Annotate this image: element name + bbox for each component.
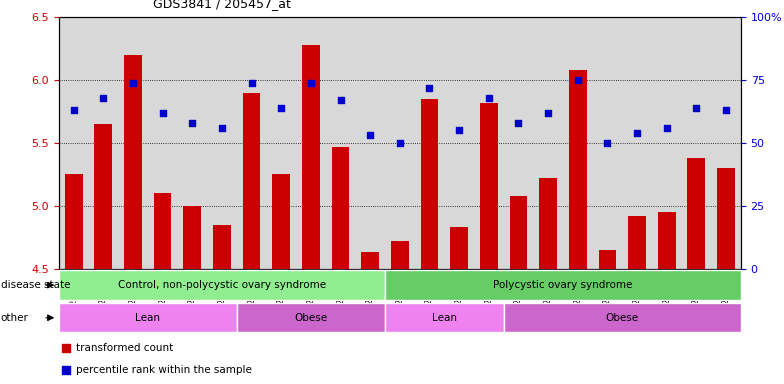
Point: [423, 84, 436, 91]
Point: [216, 125, 228, 131]
Bar: [688, 158, 706, 269]
Bar: [118, 17, 147, 269]
Bar: [628, 216, 646, 269]
Bar: [385, 17, 415, 269]
Bar: [385, 303, 503, 333]
Bar: [391, 241, 408, 269]
Bar: [717, 168, 735, 269]
Point: [394, 140, 406, 146]
Bar: [593, 17, 622, 269]
Bar: [533, 17, 563, 269]
Point: [334, 97, 347, 103]
Bar: [355, 17, 385, 269]
Bar: [325, 17, 355, 269]
Point: [305, 79, 318, 86]
Point: [660, 125, 673, 131]
Bar: [563, 17, 593, 269]
Point: [60, 367, 72, 373]
Bar: [681, 17, 711, 269]
Bar: [474, 17, 503, 269]
Bar: [450, 227, 468, 269]
Point: [482, 95, 495, 101]
Bar: [59, 17, 89, 269]
Bar: [237, 17, 267, 269]
Bar: [598, 250, 616, 269]
Point: [156, 110, 169, 116]
Text: disease state: disease state: [1, 280, 71, 290]
Bar: [154, 194, 172, 269]
Bar: [415, 17, 445, 269]
Text: other: other: [1, 313, 29, 323]
Text: Lean: Lean: [432, 313, 457, 323]
Point: [97, 95, 110, 101]
Bar: [94, 124, 112, 269]
Bar: [207, 17, 237, 269]
Bar: [89, 17, 118, 269]
Bar: [652, 17, 681, 269]
Point: [453, 127, 466, 134]
Bar: [59, 270, 385, 300]
Text: Obese: Obese: [294, 313, 328, 323]
Text: Control, non-polycystic ovary syndrome: Control, non-polycystic ovary syndrome: [118, 280, 326, 290]
Bar: [243, 93, 260, 269]
Point: [601, 140, 614, 146]
Point: [631, 130, 644, 136]
Bar: [65, 174, 82, 269]
Point: [512, 120, 524, 126]
Bar: [272, 174, 290, 269]
Point: [690, 105, 702, 111]
Bar: [302, 45, 320, 269]
Bar: [569, 70, 586, 269]
Bar: [711, 17, 741, 269]
Bar: [503, 303, 741, 333]
Bar: [296, 17, 325, 269]
Bar: [59, 303, 237, 333]
Point: [572, 77, 584, 83]
Bar: [332, 147, 350, 269]
Text: Obese: Obese: [606, 313, 639, 323]
Bar: [361, 252, 379, 269]
Bar: [147, 17, 177, 269]
Bar: [480, 103, 498, 269]
Bar: [420, 99, 438, 269]
Bar: [385, 270, 741, 300]
Bar: [658, 212, 676, 269]
Text: Polycystic ovary syndrome: Polycystic ovary syndrome: [493, 280, 633, 290]
Point: [275, 105, 288, 111]
Text: Lean: Lean: [136, 313, 160, 323]
Bar: [213, 225, 230, 269]
Point: [127, 79, 140, 86]
Point: [67, 107, 80, 113]
Bar: [237, 303, 385, 333]
Bar: [539, 178, 557, 269]
Point: [720, 107, 732, 113]
Point: [186, 120, 198, 126]
Bar: [183, 206, 201, 269]
Text: GDS3841 / 205457_at: GDS3841 / 205457_at: [153, 0, 291, 10]
Point: [60, 345, 72, 351]
Bar: [503, 17, 533, 269]
Bar: [622, 17, 652, 269]
Point: [245, 79, 258, 86]
Text: percentile rank within the sample: percentile rank within the sample: [76, 365, 252, 375]
Bar: [445, 17, 474, 269]
Point: [364, 132, 376, 139]
Bar: [510, 196, 528, 269]
Bar: [267, 17, 296, 269]
Bar: [124, 55, 142, 269]
Text: transformed count: transformed count: [76, 343, 173, 353]
Point: [542, 110, 554, 116]
Bar: [177, 17, 207, 269]
